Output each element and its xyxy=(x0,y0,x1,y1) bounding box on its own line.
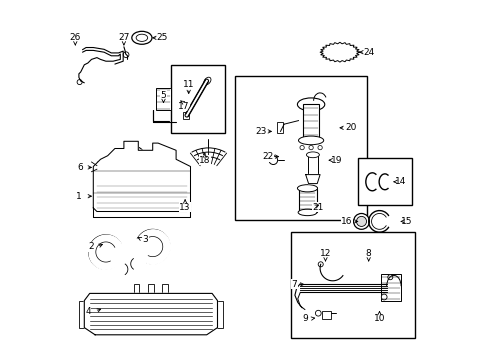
Text: 5: 5 xyxy=(160,91,166,100)
Bar xyxy=(97,161,107,174)
Text: 3: 3 xyxy=(142,235,148,244)
Ellipse shape xyxy=(136,34,147,41)
Bar xyxy=(381,274,400,301)
Ellipse shape xyxy=(306,152,319,158)
Polygon shape xyxy=(320,42,359,62)
Circle shape xyxy=(308,145,313,150)
Bar xyxy=(183,112,188,119)
Bar xyxy=(307,155,317,175)
Text: 11: 11 xyxy=(183,80,194,89)
Circle shape xyxy=(99,318,105,323)
Circle shape xyxy=(148,318,153,323)
Bar xyxy=(357,158,411,205)
Text: 4: 4 xyxy=(85,307,91,316)
Text: 15: 15 xyxy=(400,217,411,226)
Circle shape xyxy=(387,275,392,280)
Text: 16: 16 xyxy=(341,217,352,226)
Ellipse shape xyxy=(203,77,210,85)
Text: 19: 19 xyxy=(330,156,341,165)
Circle shape xyxy=(381,294,386,300)
Text: 8: 8 xyxy=(365,249,371,258)
Ellipse shape xyxy=(327,46,351,58)
Bar xyxy=(303,104,318,139)
Text: 25: 25 xyxy=(156,33,167,42)
Text: 24: 24 xyxy=(362,48,373,57)
Circle shape xyxy=(123,52,129,58)
Circle shape xyxy=(159,154,175,170)
Bar xyxy=(213,301,223,328)
Bar xyxy=(276,122,283,133)
Circle shape xyxy=(315,310,321,316)
Circle shape xyxy=(124,147,144,167)
Polygon shape xyxy=(305,175,320,184)
Text: 12: 12 xyxy=(319,249,330,258)
Circle shape xyxy=(317,145,322,150)
Text: 14: 14 xyxy=(395,177,406,186)
Bar xyxy=(235,76,366,220)
Text: 10: 10 xyxy=(373,314,385,323)
Bar xyxy=(298,189,316,212)
Polygon shape xyxy=(93,141,190,211)
Circle shape xyxy=(299,145,304,150)
Circle shape xyxy=(318,262,323,267)
Text: 6: 6 xyxy=(78,163,83,172)
Ellipse shape xyxy=(356,216,366,226)
Circle shape xyxy=(128,150,141,163)
Ellipse shape xyxy=(353,213,368,229)
Text: 27: 27 xyxy=(118,33,129,42)
Ellipse shape xyxy=(297,185,317,192)
Ellipse shape xyxy=(298,136,323,145)
Ellipse shape xyxy=(132,31,152,44)
Text: 21: 21 xyxy=(312,202,324,211)
Text: 23: 23 xyxy=(254,127,266,136)
Circle shape xyxy=(268,156,277,165)
Circle shape xyxy=(77,80,82,85)
Bar xyxy=(79,301,88,328)
Text: 7: 7 xyxy=(291,280,296,289)
Bar xyxy=(170,65,224,133)
Text: 22: 22 xyxy=(262,152,273,161)
Circle shape xyxy=(268,153,273,158)
Text: 26: 26 xyxy=(69,33,81,42)
Polygon shape xyxy=(84,293,217,335)
Circle shape xyxy=(196,318,202,323)
Text: 18: 18 xyxy=(199,156,210,165)
Ellipse shape xyxy=(298,209,316,216)
Text: 20: 20 xyxy=(345,123,356,132)
Text: 9: 9 xyxy=(302,314,308,323)
Bar xyxy=(291,232,415,338)
Text: 2: 2 xyxy=(88,242,94,251)
Bar xyxy=(321,311,330,319)
Bar xyxy=(162,284,168,293)
Text: 13: 13 xyxy=(179,202,190,211)
Bar xyxy=(133,284,139,293)
Bar xyxy=(156,88,170,110)
Text: 17: 17 xyxy=(177,102,189,111)
Text: 1: 1 xyxy=(76,192,81,201)
Bar xyxy=(148,284,153,293)
Ellipse shape xyxy=(297,98,324,111)
